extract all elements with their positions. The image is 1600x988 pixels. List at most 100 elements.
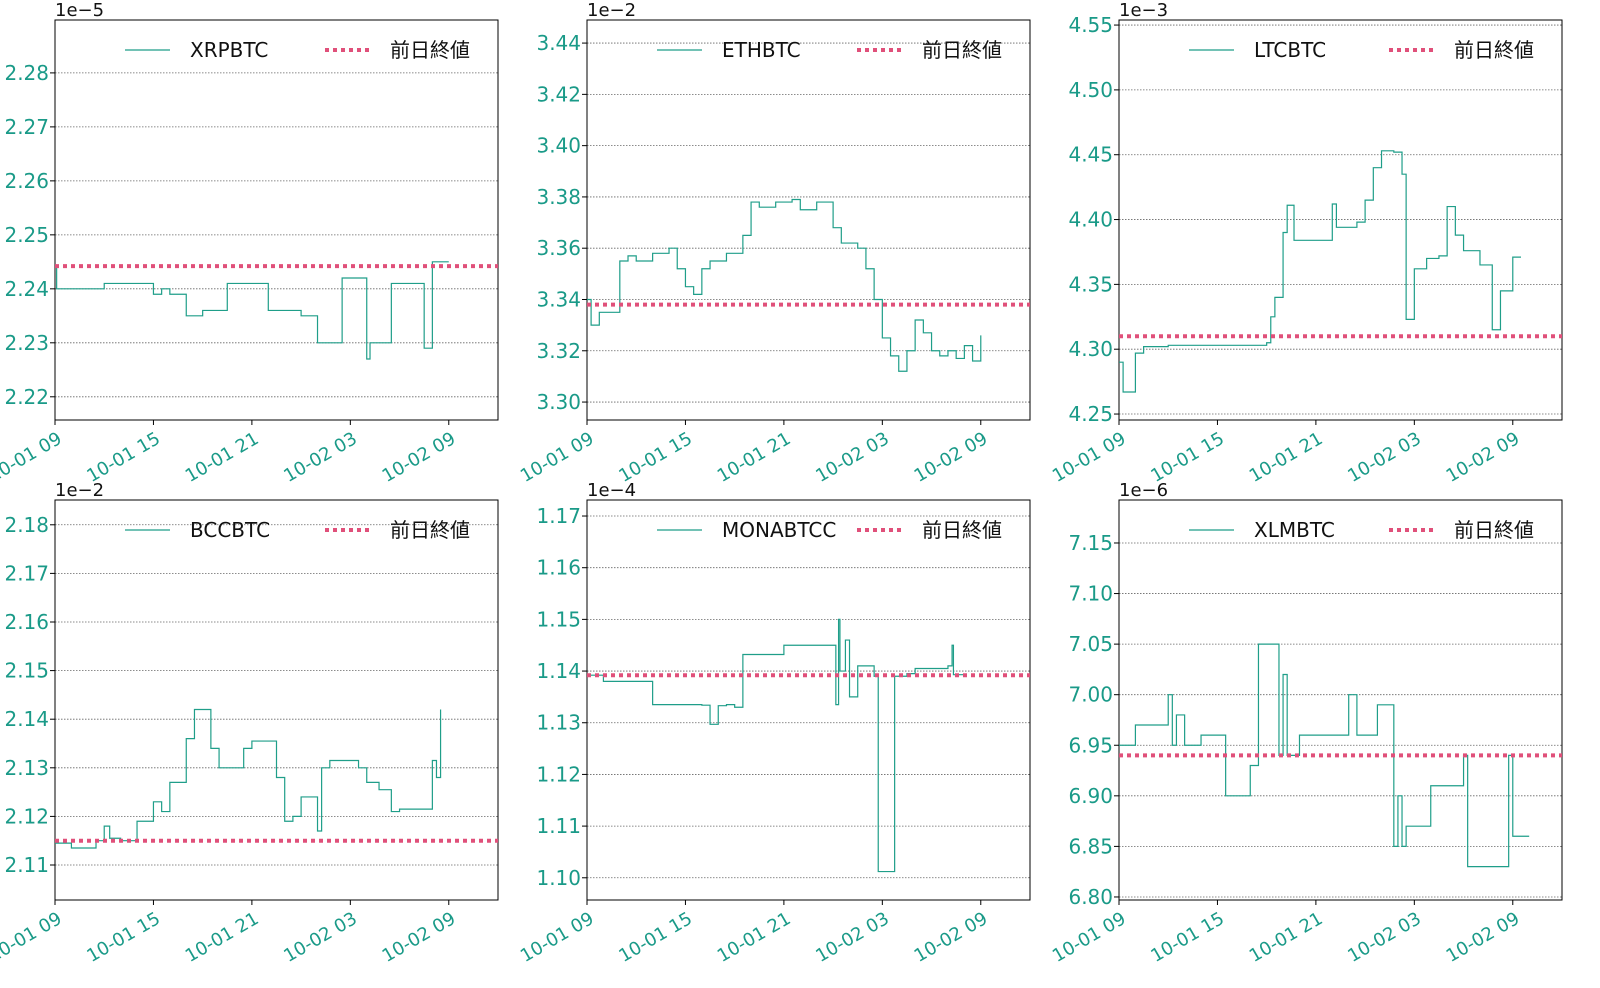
x-tick-label: 10-02 03 bbox=[280, 428, 361, 487]
y-tick-label: 2.26 bbox=[4, 169, 49, 193]
y-tick-label: 7.00 bbox=[1068, 683, 1113, 707]
subplot: 1e−2 3.30 3.32 3.34 3.36 3.38 3.40 3.42 3.44 10-0… bbox=[517, 0, 1031, 487]
legend-label: 前日終値 bbox=[922, 38, 1002, 62]
subplot: 1e−6 6.80 6.85 6.90 6.95 7.00 7.05 7.10 7.15 10-0… bbox=[1049, 480, 1563, 967]
offset-label: 1e−5 bbox=[55, 0, 104, 21]
y-tick-label: 3.38 bbox=[536, 185, 581, 209]
plot-frame bbox=[586, 499, 1031, 901]
y-tick-label: 2.13 bbox=[4, 756, 49, 780]
legend-label: 前日終値 bbox=[922, 518, 1002, 542]
x-tick-label: 10-01 15 bbox=[1147, 428, 1228, 487]
y-tick-label: 6.85 bbox=[1068, 834, 1113, 858]
x-tick-label: 10-01 21 bbox=[182, 428, 263, 487]
y-tick-label: 2.14 bbox=[4, 707, 49, 731]
price-line bbox=[1119, 643, 1530, 868]
y-tick-label: 1.10 bbox=[536, 866, 581, 890]
y-tick-label: 1.11 bbox=[536, 814, 581, 838]
offset-label: 1e−3 bbox=[1119, 0, 1168, 21]
x-tick-label: 10-02 09 bbox=[379, 908, 460, 967]
legend-label: BCCBTC bbox=[190, 518, 270, 542]
plot-frame bbox=[586, 19, 1031, 421]
y-tick-label: 4.25 bbox=[1068, 402, 1113, 426]
legend-label: 前日終値 bbox=[390, 518, 470, 542]
y-tick-label: 1.13 bbox=[536, 711, 581, 735]
y-tick-label: 2.27 bbox=[4, 115, 49, 139]
y-tick-label: 2.17 bbox=[4, 561, 49, 585]
x-tick-label: 10-01 09 bbox=[517, 428, 598, 487]
x-tick-label: 10-01 15 bbox=[83, 908, 164, 967]
plot-frame bbox=[54, 499, 499, 901]
legend-label: ETHBTC bbox=[722, 38, 801, 62]
price-line bbox=[587, 198, 982, 372]
y-tick-label: 2.11 bbox=[4, 853, 49, 877]
legend-label: XRPBTC bbox=[190, 38, 268, 62]
x-tick-label: 10-01 21 bbox=[1246, 428, 1327, 487]
y-tick-label: 3.30 bbox=[536, 390, 581, 414]
y-tick-label: 4.35 bbox=[1068, 272, 1113, 296]
x-tick-label: 10-01 15 bbox=[1147, 908, 1228, 967]
x-tick-label: 10-02 03 bbox=[280, 908, 361, 967]
x-tick-label: 10-02 09 bbox=[1443, 908, 1524, 967]
price-line bbox=[1119, 150, 1521, 393]
subplot: 1e−4 1.10 1.11 1.12 1.13 1.14 1.15 1.16 1.17 10-0… bbox=[517, 480, 1031, 967]
price-line bbox=[587, 618, 965, 873]
plot-frame bbox=[1118, 19, 1563, 421]
legend-label: 前日終値 bbox=[390, 38, 470, 62]
offset-label: 1e−2 bbox=[55, 480, 104, 501]
x-tick-label: 10-01 09 bbox=[0, 908, 66, 967]
y-tick-label: 3.42 bbox=[536, 82, 581, 106]
x-tick-label: 10-01 21 bbox=[714, 428, 795, 487]
y-tick-label: 4.55 bbox=[1068, 13, 1113, 37]
x-tick-label: 10-01 15 bbox=[615, 428, 696, 487]
y-tick-label: 2.25 bbox=[4, 223, 49, 247]
y-tick-label: 1.12 bbox=[536, 762, 581, 786]
y-tick-label: 2.23 bbox=[4, 331, 49, 355]
legend-label: 前日終値 bbox=[1454, 38, 1534, 62]
legend-label: 前日終値 bbox=[1454, 518, 1534, 542]
y-tick-label: 3.40 bbox=[536, 134, 581, 158]
x-tick-label: 10-02 03 bbox=[812, 908, 893, 967]
offset-label: 1e−6 bbox=[1119, 480, 1168, 501]
x-tick-label: 10-01 15 bbox=[615, 908, 696, 967]
y-tick-label: 2.18 bbox=[4, 513, 49, 537]
legend-label: MONABTCC bbox=[722, 518, 836, 542]
y-tick-label: 2.28 bbox=[4, 61, 49, 85]
x-tick-label: 10-01 21 bbox=[182, 908, 263, 967]
y-tick-label: 2.22 bbox=[4, 385, 49, 409]
x-tick-label: 10-02 03 bbox=[812, 428, 893, 487]
legend-label: XLMBTC bbox=[1254, 518, 1335, 542]
x-tick-label: 10-02 03 bbox=[1344, 908, 1425, 967]
x-tick-label: 10-01 09 bbox=[1049, 908, 1130, 967]
y-tick-label: 1.17 bbox=[536, 504, 581, 528]
x-tick-label: 10-01 09 bbox=[0, 428, 66, 487]
y-tick-label: 6.80 bbox=[1068, 885, 1113, 909]
legend-label: LTCBTC bbox=[1254, 38, 1326, 62]
y-tick-label: 1.15 bbox=[536, 607, 581, 631]
y-tick-label: 2.24 bbox=[4, 277, 49, 301]
y-tick-label: 3.44 bbox=[536, 31, 581, 55]
subplot: 1e−3 4.25 4.30 4.35 4.40 4.45 4.50 4.55 10-01 09… bbox=[1049, 0, 1563, 487]
y-tick-label: 2.16 bbox=[4, 610, 49, 634]
plot-frame bbox=[1118, 499, 1563, 901]
x-tick-label: 10-02 09 bbox=[1443, 428, 1524, 487]
offset-label: 1e−2 bbox=[587, 0, 636, 21]
y-tick-label: 2.15 bbox=[4, 659, 49, 683]
price-line bbox=[55, 708, 442, 849]
price-line bbox=[55, 261, 449, 360]
x-tick-label: 10-02 09 bbox=[911, 428, 992, 487]
y-tick-label: 6.95 bbox=[1068, 733, 1113, 757]
offset-label: 1e−4 bbox=[587, 480, 636, 501]
x-tick-label: 10-01 15 bbox=[83, 428, 164, 487]
y-tick-label: 7.10 bbox=[1068, 582, 1113, 606]
y-tick-label: 4.30 bbox=[1068, 337, 1113, 361]
plot-frame bbox=[54, 19, 499, 421]
x-tick-label: 10-01 21 bbox=[1246, 908, 1327, 967]
x-tick-label: 10-01 09 bbox=[517, 908, 598, 967]
y-tick-label: 3.32 bbox=[536, 339, 581, 363]
y-tick-label: 7.15 bbox=[1068, 531, 1113, 555]
y-tick-label: 1.16 bbox=[536, 556, 581, 580]
x-tick-label: 10-02 03 bbox=[1344, 428, 1425, 487]
y-tick-label: 7.05 bbox=[1068, 632, 1113, 656]
y-tick-label: 4.50 bbox=[1068, 78, 1113, 102]
